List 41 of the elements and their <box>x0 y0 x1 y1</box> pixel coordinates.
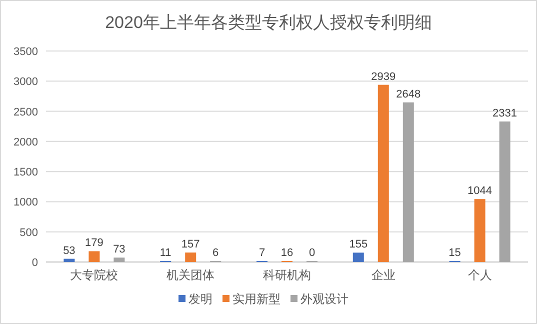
data-label: 2648 <box>396 88 421 100</box>
bar <box>474 199 486 262</box>
y-tick-label: 2000 <box>14 136 38 148</box>
data-label: 155 <box>349 238 368 251</box>
y-tick-label: 0 <box>32 257 38 269</box>
x-tick-label: 个人 <box>468 268 492 282</box>
data-label: 73 <box>113 244 126 256</box>
bar <box>64 258 75 262</box>
chart-title: 2020年上半年各类型专利权人授权专利明细 <box>105 13 432 32</box>
y-tick-label: 3500 <box>14 46 38 58</box>
data-label: 16 <box>280 247 294 259</box>
x-tick-label: 科研机构 <box>263 268 311 282</box>
data-label: 11 <box>160 247 172 259</box>
data-label: 15 <box>448 247 461 259</box>
y-tick-label: 2500 <box>14 106 38 118</box>
data-label: 53 <box>63 244 76 257</box>
data-label: 179 <box>85 237 104 250</box>
bar <box>378 84 389 262</box>
data-label: 2939 <box>371 70 396 83</box>
x-tick-label: 机关团体 <box>166 268 215 282</box>
x-tick-label: 企业 <box>371 268 396 282</box>
y-tick-label: 3000 <box>14 76 38 88</box>
data-label: 7 <box>258 247 266 259</box>
x-tick-label: 大专院校 <box>70 268 118 282</box>
legend-label: 发明 <box>188 292 212 306</box>
bar <box>185 252 196 262</box>
bar <box>88 251 100 262</box>
data-label: 2331 <box>492 107 518 120</box>
y-tick-label: 1500 <box>14 166 38 179</box>
bar <box>499 121 510 262</box>
data-label: 157 <box>181 238 200 251</box>
bar <box>352 252 364 262</box>
bar <box>402 102 414 262</box>
y-tick-label: 500 <box>20 226 38 239</box>
bar <box>114 258 125 262</box>
data-label: 6 <box>212 247 219 259</box>
data-label: 1044 <box>468 185 492 198</box>
data-label: 0 <box>308 247 316 259</box>
legend-label: 实用新型 <box>232 292 280 306</box>
y-tick-label: 1000 <box>14 196 38 209</box>
legend-label: 外观设计 <box>300 292 348 306</box>
